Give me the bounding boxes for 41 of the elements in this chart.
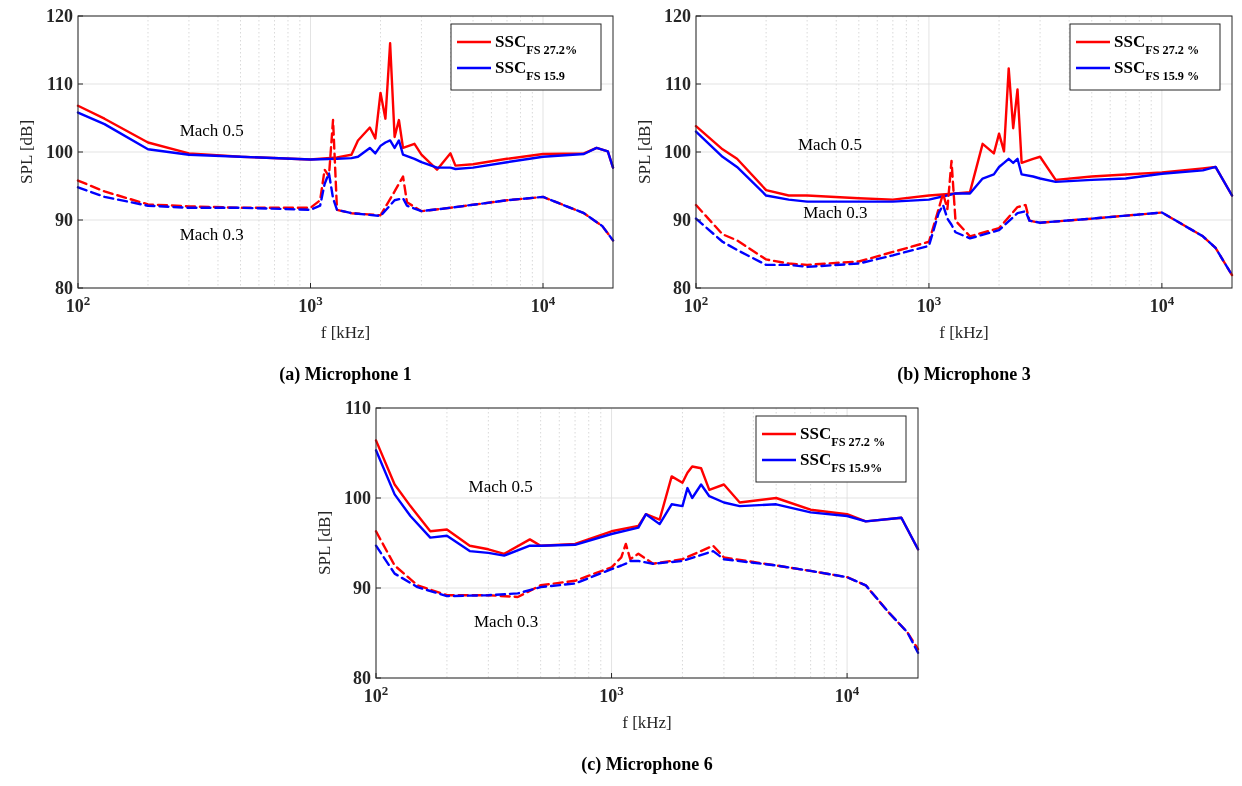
y-tick-label: 110 (344, 398, 371, 419)
legend-label: SSC$_{FS 27.2%}$ (495, 32, 578, 58)
x-tick-label: 10$^{4}$ (1149, 292, 1175, 316)
y-tick-label: 120 (46, 6, 73, 27)
y-tick-label: 80 (55, 278, 73, 299)
annotation: Mach 0.3 (473, 612, 539, 632)
y-axis-title: SPL [dB] (17, 119, 36, 185)
legend-label: SSC$_{FS 15.9}$ (495, 58, 565, 84)
x-tick-label: 10$^{3}$ (298, 292, 324, 316)
annotation: Mach 0.5 (468, 477, 533, 497)
x-tick-label: 10$^{4}$ (530, 292, 556, 316)
text: (c) Microphone 6 (581, 754, 713, 775)
annotation: Mach 0.3 (803, 202, 868, 222)
annotation: Mach 0.5 (797, 134, 863, 154)
y-tick-label: 100 (344, 488, 371, 509)
annotation: Mach 0.3 (179, 224, 244, 244)
x-axis-title: f [kHz] (622, 713, 672, 732)
y-axis-title: SPL [dB] (315, 510, 334, 576)
y-tick-label: 90 (353, 578, 371, 599)
y-tick-label: 100 (664, 142, 691, 163)
legend-label: SSC$_{FS 15.9 %}$ (1114, 58, 1200, 84)
text: (b) Microphone 3 (897, 364, 1031, 385)
y-tick-label: 120 (664, 6, 691, 27)
x-tick-label: 10$^{3}$ (916, 292, 942, 316)
legend-label: SSC$_{FS 27.2 %}$ (1114, 32, 1200, 58)
text: (a) Microphone 1 (279, 364, 412, 385)
y-tick-label: 90 (55, 210, 73, 231)
y-tick-label: 80 (353, 668, 371, 689)
x-axis-title: f [kHz] (939, 323, 989, 342)
y-tick-label: 90 (673, 210, 691, 231)
x-axis-title: f [kHz] (320, 323, 371, 342)
y-tick-label: 110 (46, 74, 73, 95)
annotation: Mach 0.5 (179, 121, 244, 141)
y-tick-label: 80 (673, 278, 691, 299)
x-tick-label: 10$^{4}$ (834, 682, 860, 706)
legend-label: SSC$_{FS 15.9%}$ (800, 450, 883, 476)
y-tick-label: 100 (46, 142, 73, 163)
x-tick-label: 10$^{3}$ (599, 682, 625, 706)
y-axis-title: SPL [dB] (635, 119, 654, 185)
y-tick-label: 110 (664, 74, 691, 95)
legend-label: SSC$_{FS 27.2 %}$ (800, 424, 886, 450)
